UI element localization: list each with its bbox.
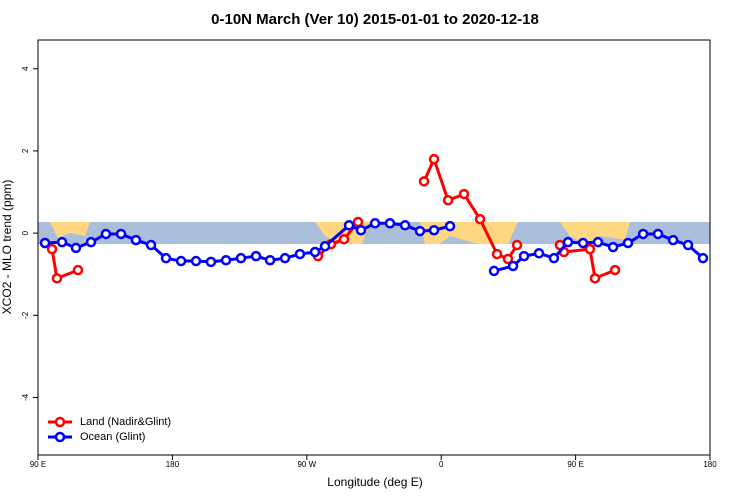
land-shape <box>560 222 630 244</box>
legend-label: Land (Nadir&Glint) <box>80 416 171 428</box>
point <box>584 243 596 255</box>
point <box>145 239 157 251</box>
point <box>491 248 503 260</box>
point <box>70 242 82 254</box>
point <box>488 265 500 277</box>
point <box>589 273 601 284</box>
point <box>175 255 187 267</box>
point <box>130 234 142 246</box>
point <box>507 260 519 272</box>
point <box>511 239 523 251</box>
point <box>622 237 634 249</box>
point <box>577 237 589 249</box>
y-tick-label: 0 <box>21 230 30 235</box>
point <box>533 248 545 259</box>
y-axis-label: XCO2 - MLO trend (ppm) <box>0 180 14 315</box>
point <box>369 218 381 229</box>
point <box>264 254 276 266</box>
point <box>444 220 456 232</box>
legend-marker <box>54 431 66 443</box>
y-tick-label: -4 <box>21 393 30 401</box>
point <box>309 246 321 258</box>
point <box>548 252 560 264</box>
point <box>115 228 127 240</box>
point <box>682 239 694 251</box>
point <box>428 153 440 165</box>
point <box>518 250 530 262</box>
point <box>250 250 262 262</box>
x-tick-label: 180 <box>166 460 180 469</box>
point <box>85 236 97 248</box>
point <box>474 213 486 225</box>
x-tick-label: 0 <box>439 460 444 469</box>
point <box>343 220 355 231</box>
point <box>355 224 367 236</box>
x-tick-label: 90 E <box>567 460 583 469</box>
point <box>352 216 364 228</box>
y-tick-label: -2 <box>21 311 30 319</box>
point <box>160 252 172 264</box>
point <box>190 255 202 267</box>
point <box>609 264 621 276</box>
point <box>100 228 112 240</box>
point <box>502 253 514 265</box>
legend-label: Ocean (Glint) <box>80 431 145 443</box>
point <box>46 243 58 255</box>
point <box>652 228 664 240</box>
point <box>51 273 63 284</box>
point <box>667 234 679 246</box>
chart-title: 0-10N March (Ver 10) 2015-01-01 to 2020-… <box>211 11 539 28</box>
point <box>56 236 68 248</box>
y-tick-label: 2 <box>21 148 30 153</box>
point <box>418 176 430 187</box>
land-shape <box>50 222 90 238</box>
point <box>319 241 331 252</box>
x-axis-label: Longitude (deg E) <box>327 475 422 489</box>
point <box>235 252 247 264</box>
x-tick-label: 180 <box>703 460 717 469</box>
point <box>637 228 649 240</box>
point <box>205 256 217 268</box>
legend-marker <box>54 416 66 428</box>
point <box>442 194 454 206</box>
point <box>39 237 51 249</box>
point <box>72 264 84 276</box>
point <box>294 248 306 260</box>
point <box>697 252 709 264</box>
point <box>458 188 470 200</box>
plot-frame <box>37 39 711 456</box>
ocean-band <box>38 222 710 244</box>
point <box>220 254 232 266</box>
point <box>338 234 350 245</box>
point <box>384 218 396 229</box>
point <box>279 252 291 264</box>
x-tick-label: 90 E <box>30 460 46 469</box>
x-tick-label: 90 W <box>297 460 316 469</box>
point <box>428 224 440 236</box>
point <box>399 220 411 231</box>
point <box>562 236 574 248</box>
y-tick-label: 4 <box>21 66 30 71</box>
series-line <box>44 155 616 281</box>
point <box>592 236 604 248</box>
point <box>607 241 619 253</box>
point <box>414 225 426 237</box>
